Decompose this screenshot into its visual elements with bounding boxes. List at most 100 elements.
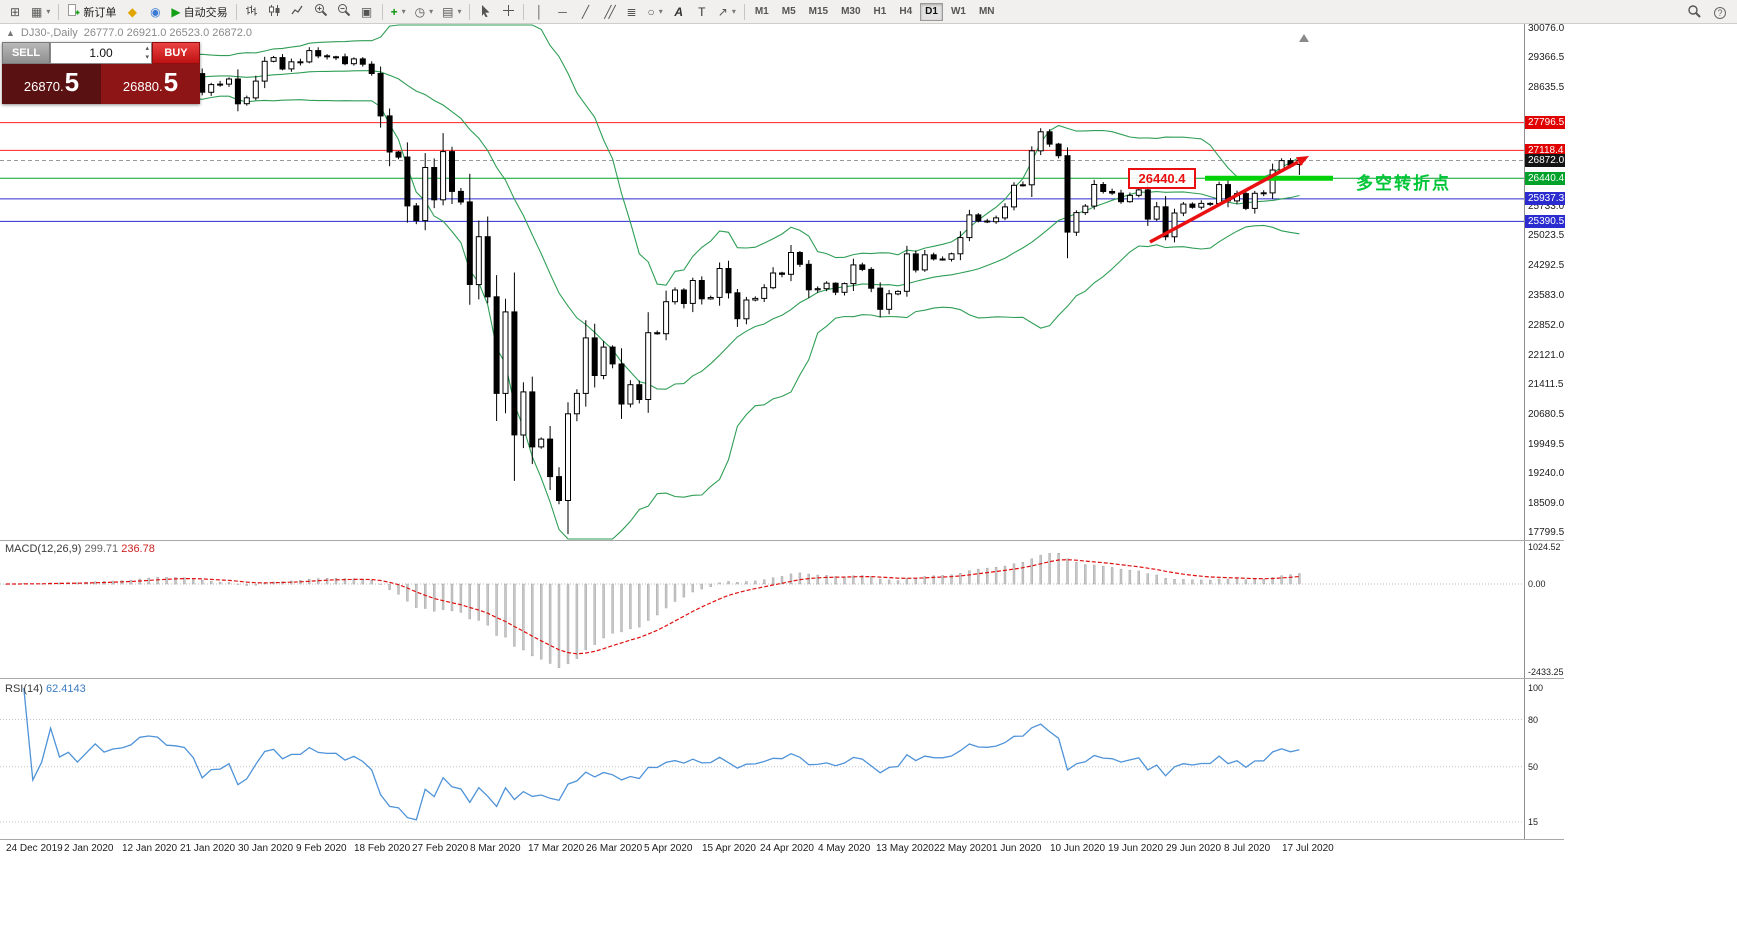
timeframe-H4[interactable]: H4 [899, 6, 913, 17]
zoom-out-button[interactable] [333, 2, 355, 22]
timeframe-MN[interactable]: MN [978, 6, 995, 17]
rsi-pane [0, 687, 1524, 823]
price-level-annotation[interactable]: 26440.4 [1128, 168, 1196, 189]
chart-annotations[interactable] [1149, 34, 1333, 244]
spinner-up-icon[interactable]: ▴ [145, 45, 149, 52]
chevron-down-icon[interactable]: ▾ [457, 7, 462, 16]
periods-button[interactable]: ◷ ▾ [411, 2, 438, 22]
trendline-button[interactable]: ╱ [574, 2, 596, 22]
sell-button[interactable]: SELL [2, 42, 50, 64]
profiles-icon: ▦ [31, 4, 43, 19]
timeframe-W1[interactable]: W1 [950, 6, 966, 17]
chart-window: ▲ DJ30-,Daily 26777.0 26921.0 26523.0 26… [0, 23, 1565, 858]
arrows-icon: ↗ [717, 4, 728, 19]
chevron-down-icon[interactable]: ▾ [429, 7, 434, 16]
price-tick-label: 21411.5 [1528, 378, 1564, 390]
volume-input[interactable]: 1.00 ▴ ▾ [50, 42, 152, 64]
timeframe-M30[interactable]: M30 [841, 6, 861, 17]
cursor-icon [479, 4, 492, 20]
fibonacci-icon: ≣ [626, 4, 637, 19]
text-button[interactable]: A [668, 2, 690, 22]
periods-icon: ◷ [414, 4, 426, 19]
time-scale[interactable]: 24 Dec 2019 2 Jan 2020 12 Jan 2020 21 Jan 2… [0, 840, 1564, 858]
search-icon [1687, 4, 1701, 21]
label-button[interactable]: T [691, 2, 713, 22]
rsi-axis-label: 100 [1528, 683, 1544, 693]
equidistant-channel-button[interactable]: ╱╱ [597, 2, 619, 22]
shapes-button[interactable]: ○ ▾ [643, 2, 666, 22]
timeframe-M1[interactable]: M1 [754, 6, 769, 17]
line-chart-button[interactable] [287, 2, 309, 22]
indicators-button[interactable]: + ▾ [387, 2, 410, 22]
cursor-button[interactable] [474, 2, 496, 22]
spinner-down-icon[interactable]: ▾ [145, 54, 149, 61]
macd-pane [0, 553, 1524, 668]
price-chart-canvas[interactable] [0, 24, 1524, 840]
date-label: 4 May 2020 [818, 843, 871, 854]
profiles-button[interactable]: ▦ ▾ [27, 2, 54, 22]
new-order-button[interactable]: 新订单 [63, 2, 120, 22]
horizontal-line-icon: ─ [558, 4, 567, 19]
label-icon: T [698, 4, 706, 19]
buy-button[interactable]: BUY [152, 42, 200, 64]
help-button[interactable]: ? [1709, 2, 1731, 22]
pane-separator[interactable] [0, 839, 1564, 840]
arrows-button[interactable]: ↗ ▾ [714, 2, 740, 22]
price-tick-label: 24292.5 [1528, 260, 1565, 272]
macd-value: 299.71 [84, 543, 119, 555]
timeframe-D1[interactable]: D1 [920, 2, 943, 21]
macd-axis-label: 1024.52 [1528, 542, 1561, 552]
new-chart-button[interactable]: ⊞ [4, 2, 26, 22]
price-tick-label: 19949.5 [1528, 438, 1565, 450]
templates-button[interactable]: ▤ ▾ [438, 2, 465, 22]
price-tick-label: 28635.5 [1528, 82, 1565, 94]
chevron-down-icon[interactable]: ▾ [46, 7, 51, 16]
horizontal-lines[interactable] [0, 122, 1524, 222]
timeframe-H1[interactable]: H1 [873, 6, 887, 17]
one-click-toggle-icon[interactable]: ▲ [6, 28, 15, 38]
pane-separator[interactable] [0, 678, 1564, 679]
date-label: 17 Mar 2020 [528, 843, 585, 854]
new-chart-icon: ⊞ [9, 4, 21, 19]
chart-ohlc: 26777.0 26921.0 26523.0 26872.0 [83, 27, 252, 39]
search-button[interactable] [1683, 2, 1705, 22]
price-badge: 27796.5 [1525, 116, 1565, 130]
chevron-down-icon[interactable]: ▾ [401, 7, 406, 16]
date-label: 13 May 2020 [876, 843, 934, 854]
bar-chart-button[interactable] [241, 2, 263, 22]
pane-separator[interactable] [0, 540, 1564, 541]
timeframe-M15[interactable]: M15 [808, 6, 829, 17]
metaeditor-button[interactable]: ◆ [121, 2, 143, 22]
price-scale[interactable]: 30076.0 29366.5 28635.5 25733.0 25023.5 24292… [1524, 23, 1565, 840]
rsi-axis-label: 80 [1528, 714, 1539, 725]
new-order-label: 新订单 [83, 6, 117, 19]
indicators-icon: + [390, 4, 398, 19]
chevron-down-icon[interactable]: ▾ [658, 7, 663, 16]
crosshair-button[interactable] [497, 2, 519, 22]
timeframe-M5[interactable]: M5 [781, 6, 796, 17]
sell-price-big: 5 [64, 67, 80, 97]
buy-price[interactable]: 26880. 5 [101, 64, 200, 104]
text-icon: A [674, 4, 684, 19]
sell-price[interactable]: 26870. 5 [2, 64, 101, 104]
date-label: 8 Mar 2020 [470, 843, 521, 854]
zoom-in-button[interactable] [310, 2, 332, 22]
chevron-down-icon[interactable]: ▾ [731, 7, 736, 16]
price-tick-label: 29366.5 [1528, 52, 1565, 64]
date-label: 22 May 2020 [934, 843, 992, 854]
community-button[interactable]: ◉ [144, 2, 166, 22]
equidistant-channel-icon: ╱╱ [604, 4, 616, 19]
volume-value: 1.00 [89, 46, 113, 60]
help-icon: ? [1714, 5, 1726, 19]
date-label: 15 Apr 2020 [702, 843, 756, 854]
fibonacci-button[interactable]: ≣ [620, 2, 642, 22]
price-badge: 27118.4 [1525, 143, 1565, 157]
volume-spinner[interactable]: ▴ ▾ [145, 44, 149, 62]
candle-chart-button[interactable] [264, 2, 286, 22]
tile-windows-button[interactable]: ▣ [356, 2, 378, 22]
horizontal-line-button[interactable]: ─ [551, 2, 573, 22]
auto-trading-button[interactable]: ▶ 自动交易 [167, 2, 231, 22]
rsi-axis-label: 50 [1528, 761, 1539, 772]
vertical-line-button[interactable]: │ [528, 2, 550, 22]
rsi-axis-label: 15 [1528, 817, 1539, 827]
